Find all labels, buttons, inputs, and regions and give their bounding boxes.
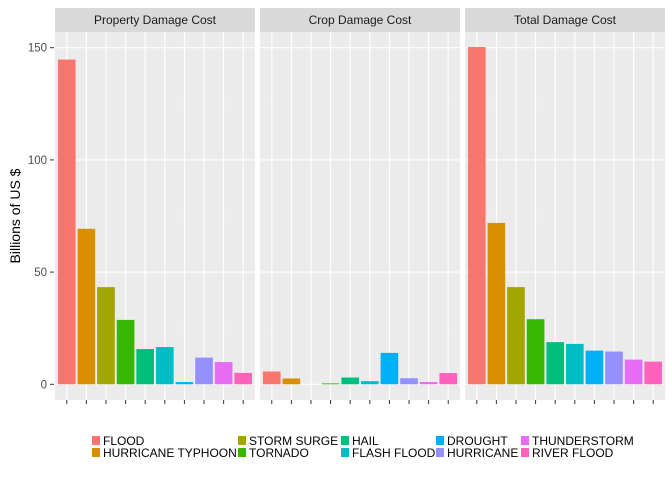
legend-item: HAIL [341,434,379,448]
bar-drought [175,382,194,385]
bar-thunderstorm [419,382,438,385]
bar-storm-surge [507,287,525,385]
facet-panel-2: Total Damage Cost [465,8,665,404]
legend-key [521,436,529,445]
bar-tornado [526,319,545,385]
facet-strip [260,8,460,32]
legend-label: TORNADO [249,446,309,460]
bar-flood [262,371,281,385]
legend-item: RIVER FLOOD [521,446,614,460]
y-tick-label: 100 [28,155,47,167]
bar-river-flood [234,372,253,385]
legend-label: HURRICANE TYPHOON [103,446,237,460]
bar-hurricane [195,357,213,385]
legend-key [238,436,246,445]
legend-key [92,448,100,457]
y-tick-label: 150 [28,43,47,55]
bar-tornado [321,383,340,385]
legend-key [436,436,444,445]
legend-item: THUNDERSTORM [521,434,634,448]
bar-flash-flood [155,347,174,385]
legend-item: FLASH FLOOD [341,446,436,460]
facet-title: Property Damage Cost [94,13,217,27]
legend-item: HURRICANE TYPHOON [92,446,237,460]
bar-hurricane-typhoon [282,378,301,385]
legend-item: FLOOD [92,434,145,448]
legend-key [341,448,349,457]
legend-label: FLOOD [103,434,145,448]
legend-key [238,448,246,457]
bar-river-flood [439,373,458,385]
legend-item: TORNADO [238,446,309,460]
bar-hail [546,342,565,385]
legend-label: HURRICANE [447,446,518,460]
bar-flash-flood [565,343,584,385]
y-tick-label: 50 [34,267,47,279]
bar-hurricane [400,378,418,385]
legend-label: RIVER FLOOD [532,446,614,460]
legend-label: DROUGHT [447,434,508,448]
facet-strip [55,8,255,32]
legend-label: THUNDERSTORM [532,434,634,448]
y-axis-label: Billions of US $ [7,168,23,263]
bar-hail [341,377,360,385]
legend-key [521,448,529,457]
facet-panel-1: Crop Damage Cost [260,8,460,404]
legend-key [436,448,444,457]
bar-hurricane [605,351,623,385]
bar-hail [136,349,155,385]
legend-item: STORM SURGE [238,434,338,448]
legend-label: HAIL [352,434,379,448]
bar-river-flood [644,361,663,385]
bar-storm-surge [97,287,115,385]
facet-title: Crop Damage Cost [309,13,412,27]
bar-hurricane-typhoon [77,228,96,385]
y-tick-label: 0 [41,379,47,391]
facet-strip [465,8,665,32]
legend-key [92,436,100,445]
bar-flood [467,47,486,385]
facet-panel-0: Property Damage Cost [55,8,255,404]
bar-drought [585,350,604,385]
bar-thunderstorm [214,362,233,385]
legend-label: STORM SURGE [249,434,338,448]
bar-flood [57,59,76,385]
facet-title: Total Damage Cost [514,13,617,27]
bar-hurricane-typhoon [487,222,506,385]
bar-tornado [116,319,135,385]
legend-key [341,436,349,445]
legend-item: DROUGHT [436,434,508,448]
bar-drought [380,352,399,385]
bar-thunderstorm [624,359,643,385]
bar-flash-flood [360,381,379,385]
legend-label: FLASH FLOOD [352,446,436,460]
legend-item: HURRICANE [436,446,518,460]
